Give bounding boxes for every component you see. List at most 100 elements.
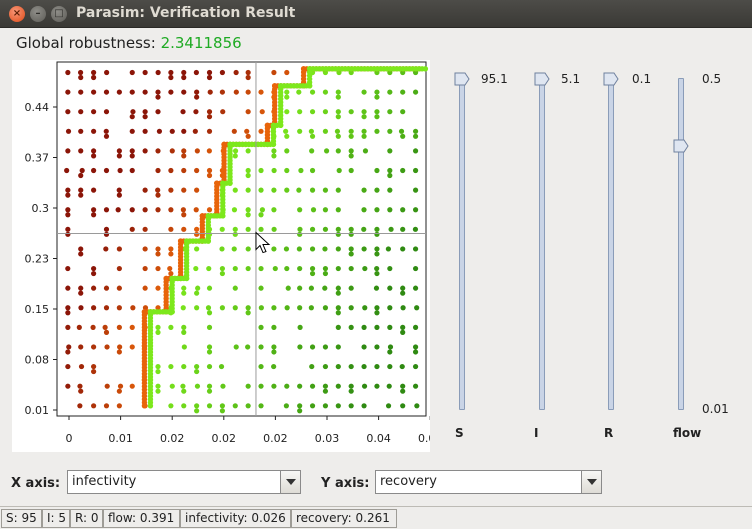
data-point <box>168 168 173 173</box>
data-point <box>310 403 315 408</box>
data-point <box>143 114 148 119</box>
data-point <box>298 325 303 330</box>
data-point <box>78 286 83 291</box>
scatter-plot[interactable]: 0.44 0.37 0.3 0.23 0.15 0.08 0.01 0 0.01 0.02 0.02… <box>12 60 430 452</box>
data-point <box>413 89 418 94</box>
data-point <box>310 188 315 193</box>
data-point <box>194 369 199 374</box>
data-point <box>349 129 354 134</box>
slider-s-thumb[interactable] <box>454 72 470 86</box>
data-point <box>336 207 341 212</box>
data-point <box>130 227 135 232</box>
data-point <box>78 70 83 75</box>
maximize-icon[interactable]: □ <box>51 6 67 22</box>
data-point <box>207 75 212 80</box>
data-point <box>117 168 122 173</box>
x-axis-select[interactable]: infectivity <box>67 470 301 494</box>
data-point <box>400 330 405 335</box>
data-point <box>194 168 199 173</box>
data-point <box>194 364 199 369</box>
data-point <box>130 129 135 134</box>
data-point <box>284 70 289 75</box>
data-point <box>233 232 238 237</box>
slider-i-value: 5.1 <box>561 72 580 86</box>
slider-flow[interactable]: 0.5 0.01 <box>672 72 732 417</box>
robustness-plot[interactable]: 0.44 0.37 0.3 0.23 0.15 0.08 0.01 0 0.01 0.02 0.02… <box>12 60 430 452</box>
data-point <box>117 148 122 153</box>
y-axis-select[interactable]: recovery <box>375 470 602 494</box>
data-point <box>271 207 276 212</box>
slider-r-thumb[interactable] <box>603 72 619 86</box>
data-point <box>361 129 366 134</box>
data-point <box>65 193 70 198</box>
data-point <box>117 344 122 349</box>
data-point <box>103 325 108 330</box>
data-point <box>181 153 186 158</box>
data-point <box>362 266 367 271</box>
data-point <box>181 325 186 330</box>
data-point <box>233 266 238 271</box>
data-point <box>130 207 135 212</box>
slider-r-track[interactable] <box>608 78 614 410</box>
y-tick-label: 0.01 <box>25 404 50 417</box>
data-point <box>400 364 405 369</box>
x-tick-label: 0.01 <box>108 432 133 445</box>
slider-i-track[interactable] <box>539 78 545 410</box>
data-point <box>323 364 328 369</box>
data-point <box>363 148 368 153</box>
data-point <box>91 305 96 310</box>
data-point <box>130 114 135 119</box>
data-point <box>220 408 225 413</box>
data-point <box>336 364 341 369</box>
chevron-down-icon[interactable] <box>280 471 300 493</box>
data-point <box>387 325 392 330</box>
data-point <box>78 89 83 94</box>
data-point <box>207 389 212 394</box>
data-point <box>259 305 264 310</box>
data-point <box>233 188 238 193</box>
status-bar: S: 95 I: 5 R: 0 flow: 0.391 infectivity:… <box>0 506 752 529</box>
data-point <box>78 251 83 256</box>
data-point <box>361 325 366 330</box>
data-point <box>271 188 276 193</box>
data-point <box>258 129 263 134</box>
slider-s-track[interactable] <box>459 78 465 410</box>
data-point <box>104 168 109 173</box>
slider-s[interactable]: 95.1 <box>452 72 512 417</box>
data-point <box>246 173 251 178</box>
data-point <box>155 109 160 114</box>
data-point <box>234 344 239 349</box>
data-point <box>258 403 263 408</box>
slider-flow-track[interactable] <box>678 78 684 410</box>
data-point <box>66 129 71 134</box>
data-point <box>195 286 200 291</box>
data-point <box>361 364 366 369</box>
data-point <box>194 94 199 99</box>
data-point <box>362 384 367 389</box>
data-point <box>104 330 109 335</box>
data-point <box>388 227 393 232</box>
minimize-icon[interactable]: – <box>30 6 46 22</box>
data-point <box>362 305 367 310</box>
data-point <box>336 305 341 310</box>
slider-i-thumb[interactable] <box>534 72 550 86</box>
data-point <box>374 251 379 256</box>
status-i: I: 5 <box>42 509 70 528</box>
chevron-down-icon[interactable] <box>581 471 601 493</box>
data-point <box>103 246 108 251</box>
data-point <box>323 305 328 310</box>
data-point <box>271 349 276 354</box>
slider-r[interactable]: 0.1 <box>601 72 661 417</box>
data-point <box>65 364 70 369</box>
x-tick-label: 0.02 <box>212 432 237 445</box>
slider-i[interactable]: 5.1 <box>532 72 592 417</box>
slider-flow-thumb[interactable] <box>673 139 689 153</box>
data-point <box>91 212 96 217</box>
close-icon[interactable]: × <box>9 6 25 22</box>
data-point <box>234 70 239 75</box>
data-point <box>386 403 391 408</box>
data-point <box>117 349 122 354</box>
data-point <box>349 364 354 369</box>
data-point <box>310 266 315 271</box>
data-point <box>400 168 405 173</box>
